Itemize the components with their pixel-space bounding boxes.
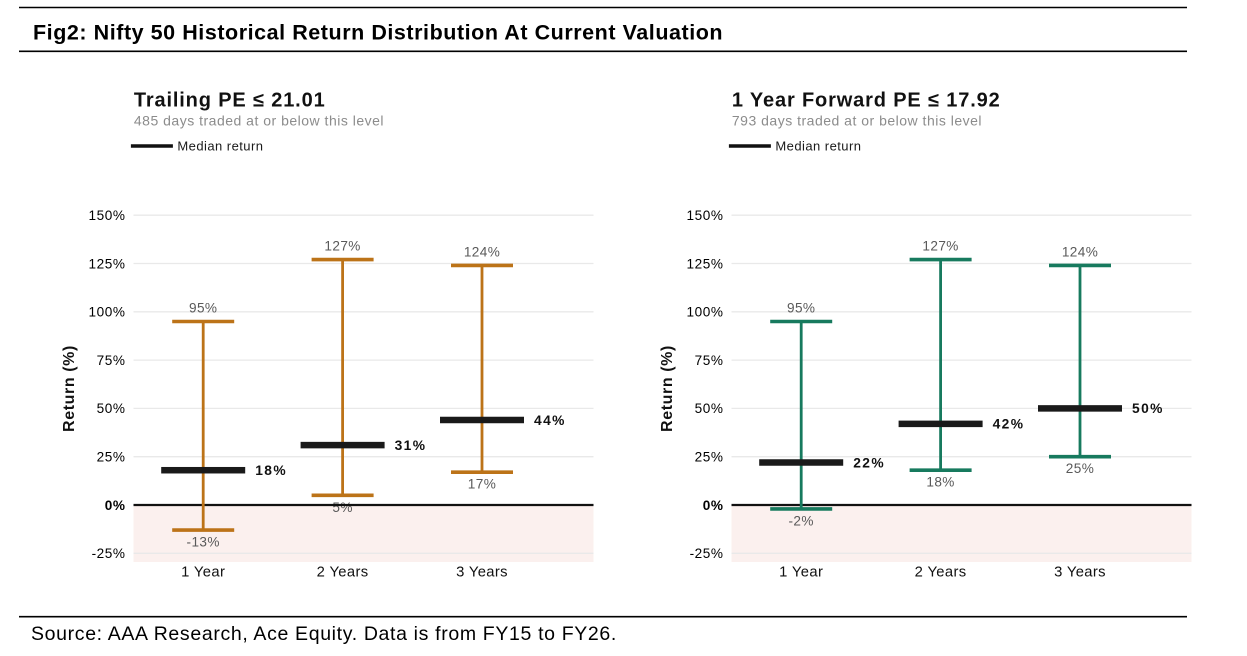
svg-text:127%: 127% [922, 239, 958, 254]
svg-text:Return (%): Return (%) [61, 345, 78, 432]
svg-text:150%: 150% [687, 208, 724, 223]
svg-text:150%: 150% [89, 208, 126, 223]
svg-text:127%: 127% [324, 239, 360, 254]
svg-text:18%: 18% [255, 463, 287, 478]
svg-text:0%: 0% [703, 498, 724, 513]
svg-text:42%: 42% [993, 417, 1025, 432]
svg-text:100%: 100% [687, 305, 724, 320]
svg-text:31%: 31% [395, 438, 427, 453]
svg-text:1 Year: 1 Year [181, 565, 225, 581]
svg-text:75%: 75% [97, 353, 126, 368]
svg-text:25%: 25% [97, 450, 126, 465]
svg-text:Trailing PE ≤ 21.01: Trailing PE ≤ 21.01 [134, 90, 326, 112]
svg-text:75%: 75% [695, 353, 724, 368]
svg-text:125%: 125% [89, 256, 126, 271]
svg-text:3 Years: 3 Years [456, 565, 508, 581]
svg-text:-25%: -25% [690, 546, 724, 561]
svg-text:22%: 22% [853, 455, 885, 470]
svg-text:-25%: -25% [92, 546, 126, 561]
svg-text:17%: 17% [468, 477, 496, 492]
svg-text:Source: AAA Research, Ace Equi: Source: AAA Research, Ace Equity. Data i… [31, 623, 617, 645]
svg-text:25%: 25% [1066, 461, 1094, 476]
svg-text:25%: 25% [695, 450, 724, 465]
svg-text:Return (%): Return (%) [659, 345, 676, 432]
svg-text:2 Years: 2 Years [317, 565, 369, 581]
svg-text:5%: 5% [332, 500, 352, 515]
svg-text:485 days traded at or below th: 485 days traded at or below this level [134, 112, 384, 128]
svg-text:18%: 18% [926, 475, 954, 490]
svg-text:Median return: Median return [775, 138, 861, 153]
svg-text:-13%: -13% [187, 535, 220, 550]
svg-text:Median return: Median return [177, 138, 263, 153]
svg-text:3 Years: 3 Years [1054, 565, 1106, 581]
svg-text:Fig2: Nifty 50 Historical Retu: Fig2: Nifty 50 Historical Return Distrib… [33, 20, 723, 44]
svg-text:50%: 50% [1132, 401, 1164, 416]
svg-text:-2%: -2% [789, 513, 814, 528]
svg-text:50%: 50% [695, 401, 724, 416]
svg-text:793 days traded at or below th: 793 days traded at or below this level [732, 112, 982, 128]
svg-text:95%: 95% [189, 301, 217, 316]
svg-text:1 Year: 1 Year [779, 565, 823, 581]
svg-text:1 Year Forward PE ≤ 17.92: 1 Year Forward PE ≤ 17.92 [732, 90, 1001, 112]
svg-text:44%: 44% [534, 413, 566, 428]
svg-text:124%: 124% [1062, 244, 1098, 259]
svg-text:0%: 0% [105, 498, 126, 513]
svg-text:2 Years: 2 Years [915, 565, 967, 581]
svg-text:100%: 100% [89, 305, 126, 320]
svg-text:124%: 124% [464, 244, 500, 259]
svg-text:125%: 125% [687, 256, 724, 271]
svg-text:95%: 95% [787, 301, 815, 316]
svg-text:50%: 50% [97, 401, 126, 416]
